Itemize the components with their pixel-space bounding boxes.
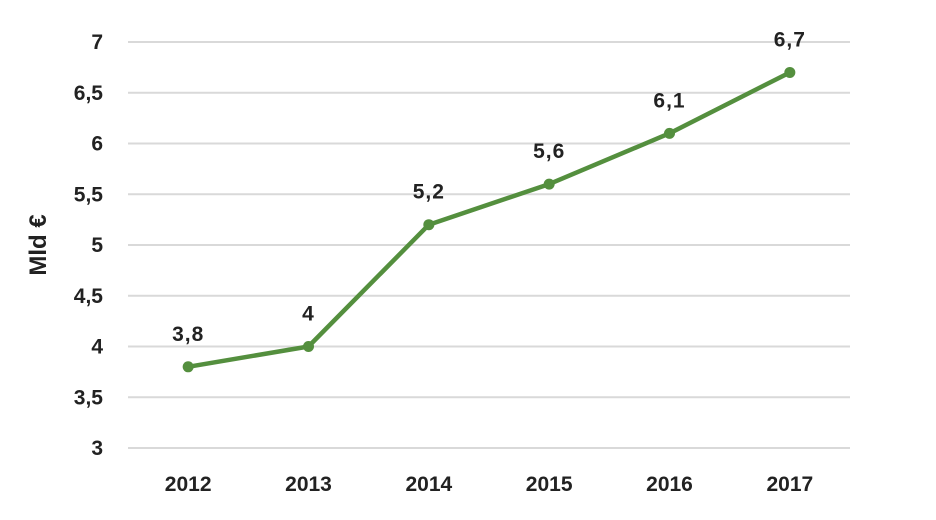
x-tick-label: 2014 — [405, 473, 452, 496]
data-point — [423, 219, 435, 231]
x-tick-label: 2013 — [285, 473, 332, 496]
y-tick-label: 5,5 — [74, 183, 104, 206]
data-label: 6,7 — [774, 28, 806, 51]
data-label: 3,8 — [172, 323, 204, 346]
x-tick-label: 2015 — [526, 473, 573, 496]
data-labels: 3,8 4 5,2 5,6 6,1 6,7 — [172, 28, 806, 346]
y-axis-ticks: 3 3,5 4 4,5 5 5,5 6 6,5 7 — [74, 31, 104, 460]
data-label: 5,2 — [413, 181, 445, 204]
data-point — [182, 361, 194, 373]
data-label: 4 — [302, 303, 315, 326]
y-tick-label: 7 — [91, 31, 103, 54]
series-line — [185, 70, 793, 370]
y-tick-label: 5 — [91, 234, 103, 257]
data-label: 6,1 — [653, 89, 685, 112]
series-layer — [182, 66, 796, 373]
y-tick-label: 4 — [91, 336, 103, 359]
data-point — [303, 341, 314, 352]
x-tick-label: 2016 — [646, 473, 693, 496]
y-tick-label: 4,5 — [74, 285, 104, 308]
data-point — [664, 127, 675, 139]
y-tick-label: 6,5 — [74, 82, 104, 105]
gridlines — [128, 41, 850, 449]
data-point — [543, 178, 555, 190]
data-label: 5,6 — [533, 140, 565, 163]
y-tick-label: 6 — [91, 133, 103, 156]
x-tick-label: 2012 — [165, 473, 212, 496]
y-tick-label: 3,5 — [74, 386, 104, 409]
data-point — [784, 66, 796, 78]
y-tick-label: 3 — [91, 437, 103, 460]
y-axis-label: Mld € — [25, 214, 52, 275]
x-tick-label: 2017 — [766, 473, 813, 496]
x-axis-ticks: 2012 2013 2014 2015 2016 2017 — [165, 473, 813, 496]
